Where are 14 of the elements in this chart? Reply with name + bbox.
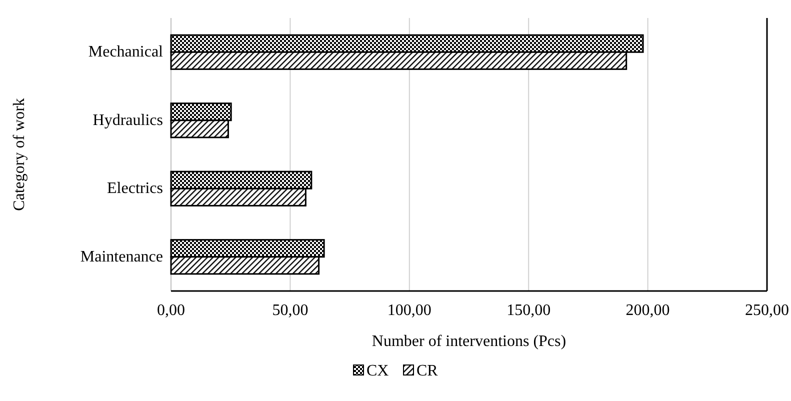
legend-label: CX <box>366 362 390 380</box>
x-tick-label: 200,00 <box>626 302 670 319</box>
legend-label: CR <box>416 362 438 380</box>
x-tick-label: 50,00 <box>272 302 308 319</box>
y-tick-label: Electrics <box>107 180 163 198</box>
x-axis-title: Number of interventions (Pcs) <box>372 333 566 350</box>
y-tick-label: Mechanical <box>88 44 164 61</box>
x-tick-label: 100,00 <box>387 302 432 319</box>
y-axis-title: Category of work <box>11 98 28 211</box>
x-tick-label: 250,00 <box>745 302 789 319</box>
x-tick-label: 150,00 <box>506 302 551 319</box>
y-tick-label: Hydraulics <box>92 112 163 129</box>
x-tick-label: 0,00 <box>157 302 185 319</box>
y-tick-label: Maintenance <box>80 248 163 266</box>
